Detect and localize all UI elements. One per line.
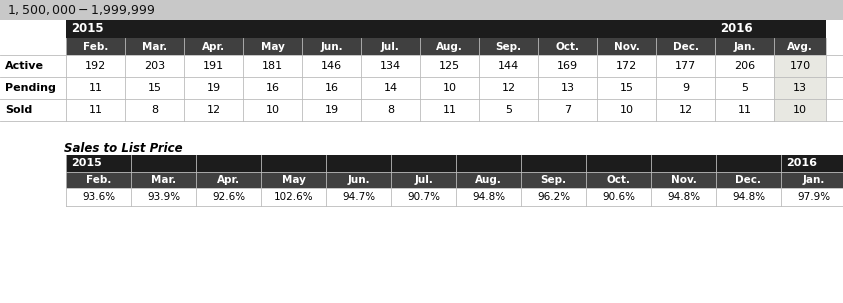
Text: 12: 12: [679, 105, 693, 115]
Text: 94.7%: 94.7%: [342, 192, 375, 202]
Bar: [66, 172, 843, 188]
Text: Oct.: Oct.: [556, 42, 579, 52]
Text: 94.8%: 94.8%: [667, 192, 700, 202]
Text: Mar.: Mar.: [142, 42, 167, 52]
Text: 90.7%: 90.7%: [407, 192, 440, 202]
Bar: [774, 55, 826, 77]
Text: 12: 12: [502, 83, 516, 93]
Text: 94.8%: 94.8%: [732, 192, 765, 202]
Text: 5: 5: [741, 83, 748, 93]
Text: 10: 10: [620, 105, 633, 115]
Text: 94.8%: 94.8%: [472, 192, 505, 202]
Text: 9: 9: [682, 83, 689, 93]
Text: 15: 15: [148, 83, 162, 93]
Text: Jul.: Jul.: [414, 175, 433, 185]
Text: Apr.: Apr.: [202, 42, 225, 52]
Text: $1,500,000 - $1,999,999: $1,500,000 - $1,999,999: [7, 3, 155, 17]
Text: Dec.: Dec.: [673, 42, 699, 52]
Text: Mar.: Mar.: [151, 175, 176, 185]
Text: 10: 10: [443, 83, 457, 93]
Text: Pending: Pending: [5, 83, 56, 93]
Bar: [0, 99, 843, 121]
Bar: [66, 155, 843, 172]
Text: 144: 144: [498, 61, 519, 71]
Text: 90.6%: 90.6%: [602, 192, 635, 202]
Text: 11: 11: [89, 105, 103, 115]
Text: Active: Active: [5, 61, 44, 71]
Text: 8: 8: [387, 105, 394, 115]
Text: 13: 13: [793, 83, 807, 93]
Text: Nov.: Nov.: [670, 175, 696, 185]
Text: 8: 8: [151, 105, 158, 115]
Text: 93.9%: 93.9%: [147, 192, 180, 202]
Text: 7: 7: [564, 105, 571, 115]
Bar: [66, 38, 826, 55]
Text: May: May: [282, 175, 305, 185]
Text: Oct.: Oct.: [606, 175, 631, 185]
Text: 2016: 2016: [786, 158, 817, 168]
Text: Jun.: Jun.: [320, 42, 343, 52]
Text: 102.6%: 102.6%: [274, 192, 314, 202]
Text: Jun.: Jun.: [347, 175, 370, 185]
Text: 11: 11: [738, 105, 751, 115]
Text: 11: 11: [443, 105, 457, 115]
Text: Apr.: Apr.: [217, 175, 240, 185]
Text: 15: 15: [620, 83, 633, 93]
Text: 11: 11: [89, 83, 103, 93]
Text: 203: 203: [144, 61, 165, 71]
Text: Feb.: Feb.: [83, 42, 108, 52]
Text: Aug.: Aug.: [436, 42, 463, 52]
Text: 16: 16: [266, 83, 280, 93]
Text: 97.9%: 97.9%: [797, 192, 830, 202]
Text: 5: 5: [505, 105, 512, 115]
Text: 192: 192: [85, 61, 106, 71]
Text: 134: 134: [380, 61, 401, 71]
Text: 96.2%: 96.2%: [537, 192, 570, 202]
Text: 19: 19: [325, 105, 339, 115]
Text: 206: 206: [734, 61, 755, 71]
Bar: [0, 77, 843, 99]
Text: 2015: 2015: [71, 22, 104, 35]
Text: 19: 19: [207, 83, 221, 93]
Text: Jan.: Jan.: [733, 42, 755, 52]
Text: 181: 181: [262, 61, 283, 71]
Text: 10: 10: [793, 105, 807, 115]
Text: Sep.: Sep.: [496, 42, 522, 52]
Text: 92.6%: 92.6%: [212, 192, 245, 202]
Bar: [66, 20, 826, 38]
Text: 170: 170: [789, 61, 811, 71]
Text: 169: 169: [557, 61, 578, 71]
Text: 2016: 2016: [720, 22, 753, 35]
Bar: [774, 77, 826, 99]
Bar: [774, 99, 826, 121]
Bar: [66, 188, 843, 206]
Bar: [0, 0, 843, 20]
Text: Jul.: Jul.: [381, 42, 400, 52]
Text: May: May: [260, 42, 284, 52]
Text: 13: 13: [561, 83, 574, 93]
Text: Aug.: Aug.: [475, 175, 502, 185]
Text: 2015: 2015: [71, 158, 102, 168]
Text: Sales to List Price: Sales to List Price: [64, 142, 183, 155]
Text: Avg.: Avg.: [787, 42, 813, 52]
Text: Sold: Sold: [5, 105, 32, 115]
Text: Nov.: Nov.: [614, 42, 640, 52]
Text: 191: 191: [203, 61, 224, 71]
Text: 172: 172: [616, 61, 637, 71]
Text: Sep.: Sep.: [540, 175, 566, 185]
Text: 16: 16: [325, 83, 339, 93]
Bar: [0, 55, 843, 77]
Text: 93.6%: 93.6%: [82, 192, 115, 202]
Text: 14: 14: [384, 83, 398, 93]
Text: 146: 146: [321, 61, 342, 71]
Text: Jan.: Jan.: [803, 175, 824, 185]
Text: 177: 177: [675, 61, 696, 71]
Text: 10: 10: [266, 105, 280, 115]
Text: 12: 12: [207, 105, 221, 115]
Text: 125: 125: [439, 61, 460, 71]
Text: Feb.: Feb.: [86, 175, 111, 185]
Text: Dec.: Dec.: [735, 175, 761, 185]
